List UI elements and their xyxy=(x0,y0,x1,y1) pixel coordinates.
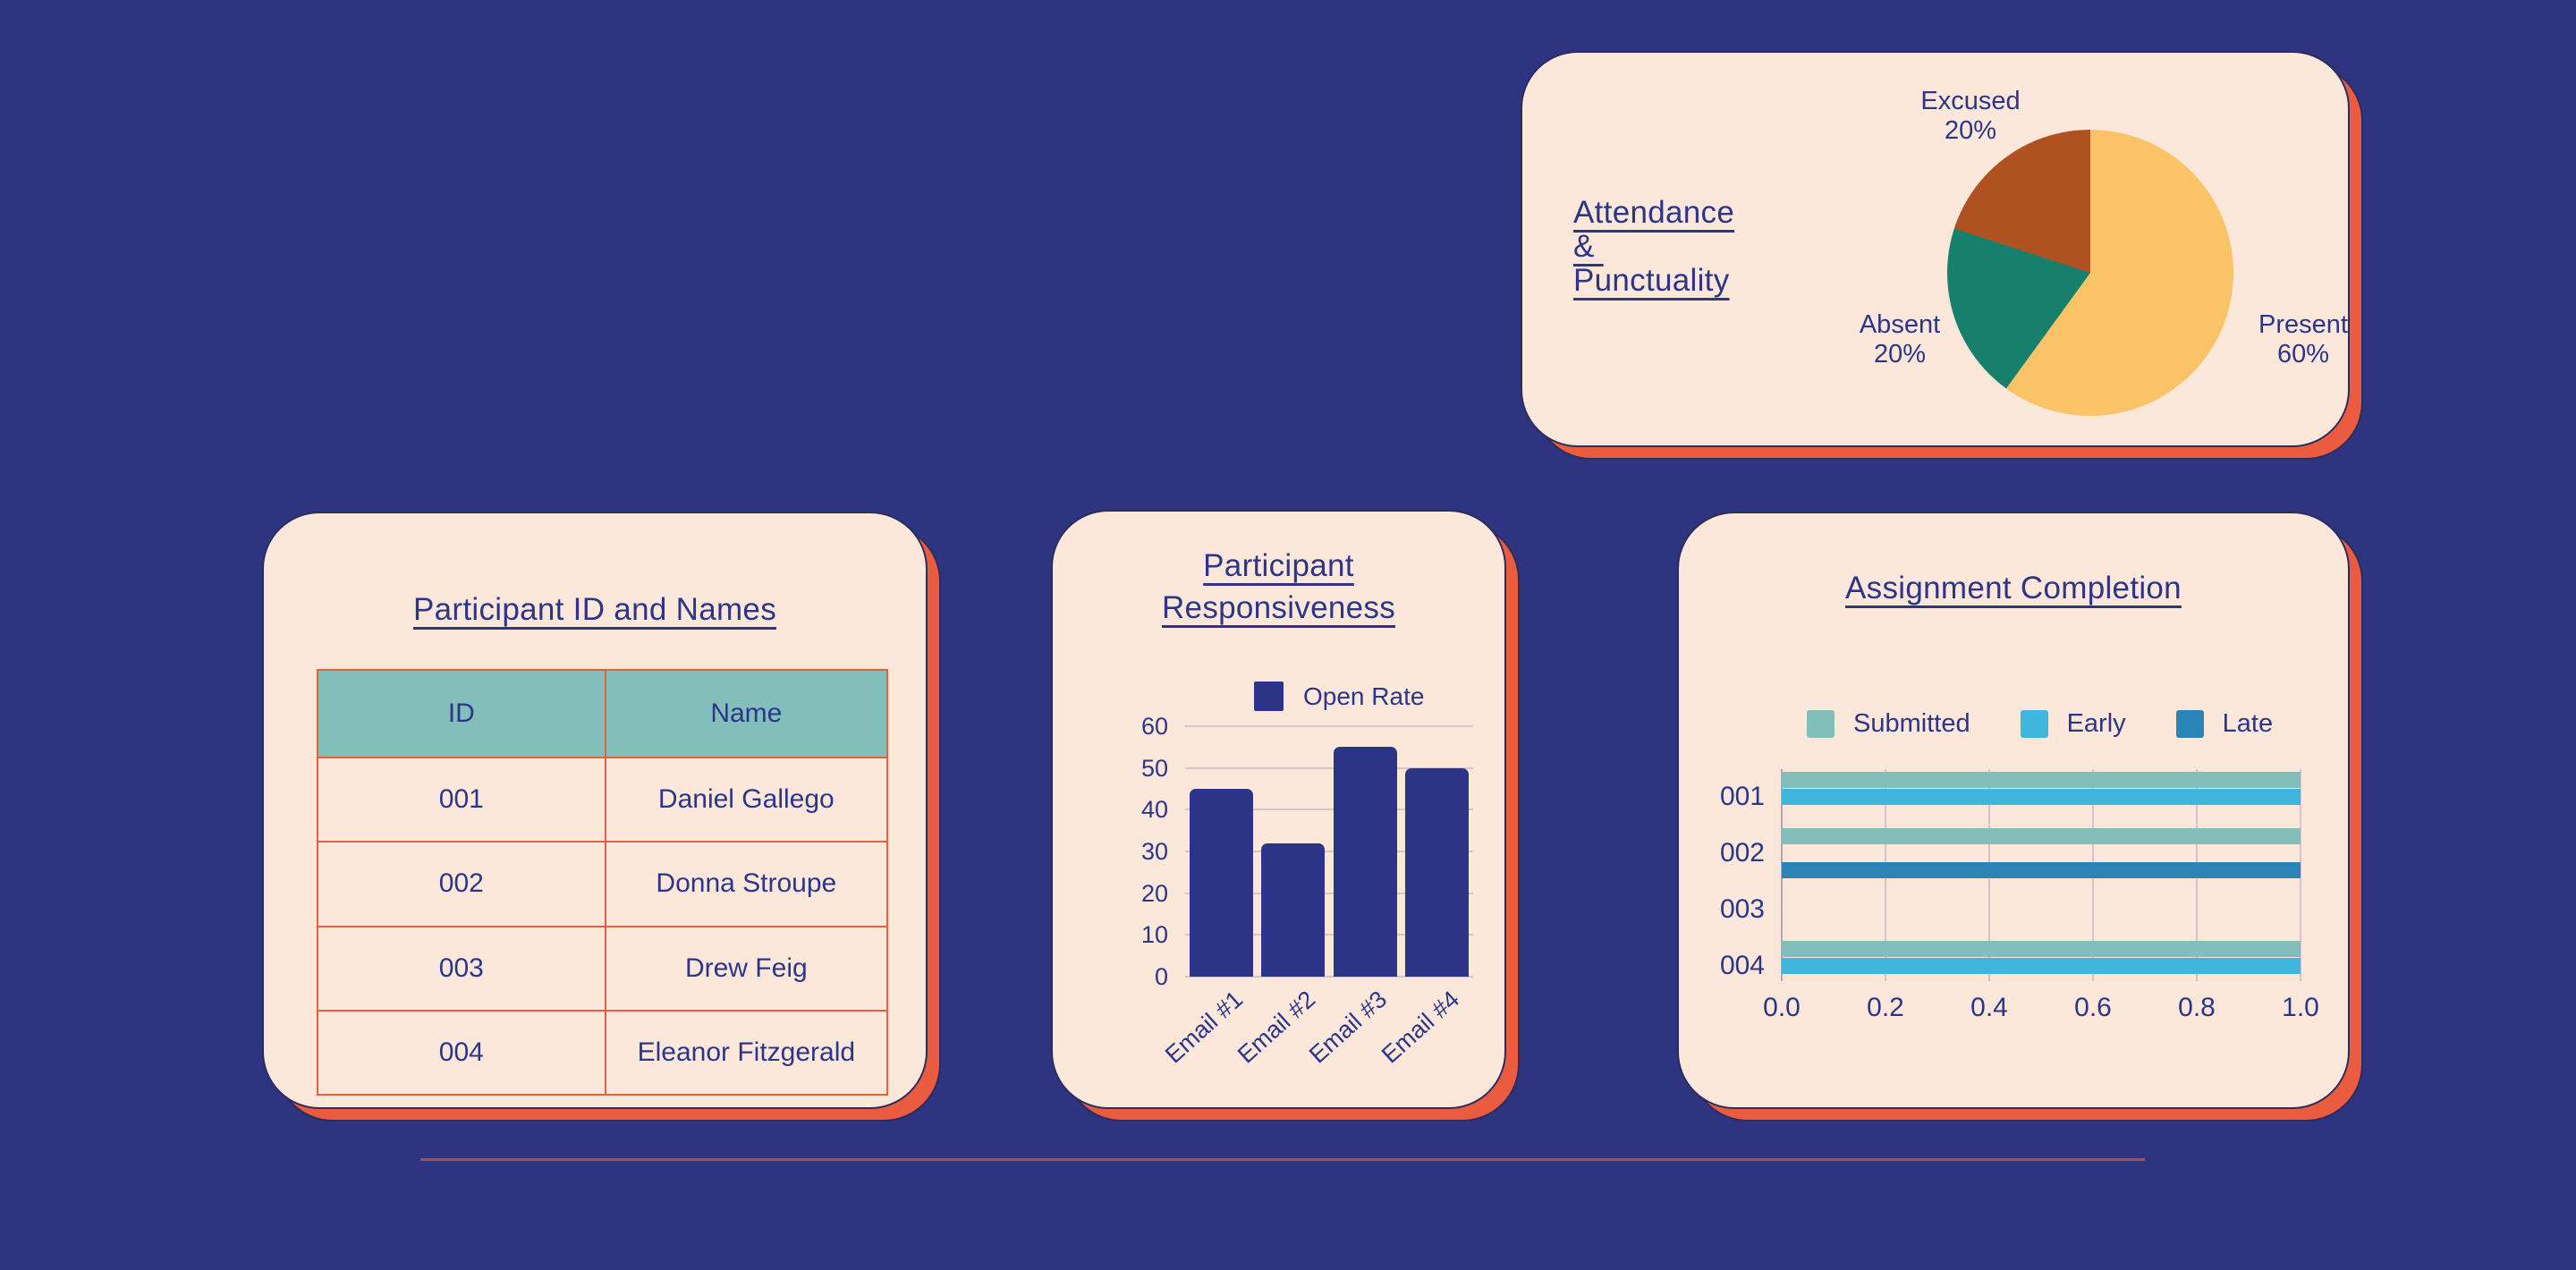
gridline xyxy=(1185,851,1473,852)
legend-label: Submitted xyxy=(1853,709,1970,738)
category-label: 001 xyxy=(1719,782,1765,811)
bar-segment xyxy=(1782,827,2301,844)
x-tick-label: Email #1 xyxy=(1160,986,1249,1069)
y-tick-label: 50 xyxy=(1140,754,1168,782)
id-cell: 002 xyxy=(318,842,606,927)
open-rate-label: Open Rate xyxy=(1303,682,1425,710)
gridline xyxy=(1185,766,1473,769)
responsiveness-title-line2: Responsiveness xyxy=(1161,590,1395,625)
x-tick-label: 1.0 xyxy=(2282,993,2319,1022)
table-header-row: ID Name xyxy=(318,670,887,758)
y-tick-label: 20 xyxy=(1140,879,1168,907)
table-row: 001 Daniel Gallego xyxy=(318,758,887,842)
id-cell: 003 xyxy=(318,926,606,1011)
id-cell: 004 xyxy=(318,1010,606,1095)
legend-label: Early xyxy=(2066,709,2126,738)
bar xyxy=(1261,842,1326,977)
x-tick-label: 0.6 xyxy=(2074,993,2112,1022)
y-tick-label: 10 xyxy=(1140,921,1168,949)
card-assignment: Assignment Completion Submitted Early Late… xyxy=(1677,512,2350,1109)
x-tick-label: Email #3 xyxy=(1304,986,1393,1069)
attendance-title-line3: Punctuality xyxy=(1573,263,1730,298)
pie-label-absent-pct: 20% xyxy=(1873,340,1927,368)
id-cell: 001 xyxy=(318,758,606,842)
name-cell: Donna Stroupe xyxy=(605,842,887,927)
bar-segment xyxy=(1782,788,2301,805)
legend-item: Late xyxy=(2175,709,2274,739)
gridline xyxy=(1185,892,1473,894)
participants-table: ID Name 001 Daniel Gallego 002 Donna Stroupe 0… xyxy=(317,669,888,1096)
bar-legend: Open Rate xyxy=(1254,682,1424,711)
table-row: 002 Donna Stroupe xyxy=(318,842,887,927)
name-cell: Daniel Gallego xyxy=(605,758,887,842)
divider-line xyxy=(420,1158,2145,1161)
x-tick-label: 0.2 xyxy=(1867,993,1904,1022)
x-tick-label: 0.8 xyxy=(2178,993,2216,1022)
pie-label-excused: Excused 20% xyxy=(1881,87,2060,146)
y-tick-label: 40 xyxy=(1140,796,1168,824)
legend-item: Submitted xyxy=(1807,709,1970,739)
gridline xyxy=(1185,934,1473,936)
submitted-swatch xyxy=(1807,710,1835,738)
open-rate-swatch xyxy=(1254,682,1284,711)
category-label: 003 xyxy=(1719,894,1765,924)
legend-label: Late xyxy=(2222,709,2274,738)
bar-plot: 0 10 20 30 40 50 60 Email #1 Email #2 Email #3 Ema… xyxy=(1053,512,1504,1107)
responsiveness-title-line1: Participant xyxy=(1203,548,1354,583)
card-responsiveness: Participant Responsiveness Open Rate 0 10… xyxy=(1051,510,1506,1109)
category-label: 002 xyxy=(1719,838,1765,868)
barh-plot: 0.0 0.2 0.4 0.6 0.8 1.0 001 002 003 004 xyxy=(1679,513,2348,1107)
responsiveness-title: Participant Responsiveness xyxy=(1053,545,1504,629)
participants-title: Participant ID and Names xyxy=(413,592,776,627)
pie-chart xyxy=(1947,130,2233,416)
gridline xyxy=(1185,809,1473,811)
x-tick-label: Email #2 xyxy=(1232,986,1320,1069)
pie-label-absent-name: Absent xyxy=(1859,310,1941,339)
x-tick-label: 0.0 xyxy=(1763,993,1801,1022)
header-cell: ID xyxy=(318,670,606,758)
header-cell: Name xyxy=(605,670,887,758)
early-swatch xyxy=(2020,710,2048,738)
attendance-title: Attendance & Punctuality xyxy=(1573,196,1734,298)
pie-label-excused-name: Excused xyxy=(1920,87,2021,115)
late-swatch xyxy=(2175,710,2204,738)
y-tick-label: 0 xyxy=(1154,963,1168,990)
bar-segment xyxy=(1782,940,2301,957)
gridline xyxy=(1185,976,1473,978)
bar xyxy=(1405,767,1470,977)
pie-label-present-pct: 60% xyxy=(2276,340,2330,368)
x-tick-label: Email #4 xyxy=(1376,986,1464,1069)
table-row: 004 Eleanor Fitzgerald xyxy=(318,1010,887,1095)
card-attendance: Attendance & Punctuality Excused 20% Abs… xyxy=(1521,51,2350,447)
y-tick-label: 60 xyxy=(1140,713,1168,740)
pie-label-absent: Absent 20% xyxy=(1810,310,1989,369)
gridline xyxy=(1185,725,1473,727)
bar xyxy=(1189,789,1253,977)
gridline xyxy=(2300,769,2301,981)
name-cell: Eleanor Fitzgerald xyxy=(605,1010,887,1095)
x-tick-label: 0.4 xyxy=(1970,993,2008,1022)
assignment-title: Assignment Completion xyxy=(1845,571,2182,605)
bar-segment xyxy=(1782,771,2301,788)
name-cell: Drew Feig xyxy=(605,926,887,1011)
attendance-title-line2: & xyxy=(1573,229,1604,264)
pie-label-excused-pct: 20% xyxy=(1944,116,1997,145)
card-participants: Participant ID and Names ID Name 001 Daniel… xyxy=(262,512,928,1109)
table-row: 003 Drew Feig xyxy=(318,926,887,1011)
assignment-legend: Submitted Early Late xyxy=(1807,709,2273,739)
bar-segment xyxy=(1782,861,2301,878)
attendance-title-line1: Attendance xyxy=(1573,195,1735,230)
pie-label-present: Present 60% xyxy=(2214,310,2393,369)
bar-segment xyxy=(1782,957,2301,974)
legend-item: Early xyxy=(2020,709,2126,739)
category-label: 004 xyxy=(1719,951,1765,980)
bar xyxy=(1333,747,1397,977)
y-tick-label: 30 xyxy=(1140,838,1168,865)
pie-label-present-name: Present xyxy=(2258,310,2348,339)
